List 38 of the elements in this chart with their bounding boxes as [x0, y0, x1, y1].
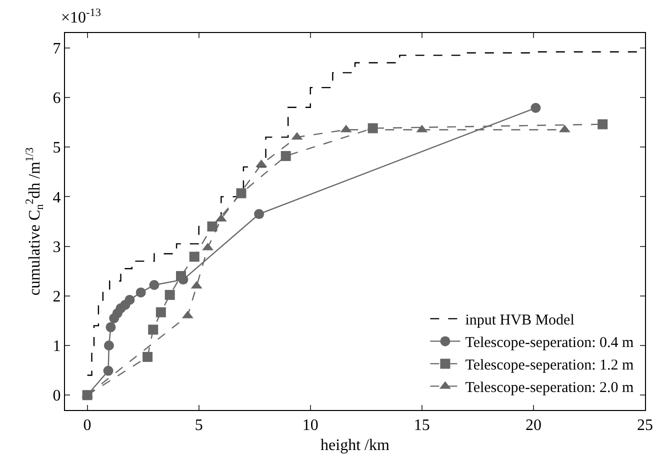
- point: [136, 287, 146, 298]
- point: [104, 340, 114, 351]
- point: [106, 322, 116, 332]
- point: [149, 280, 160, 290]
- y-tick-label: 6: [52, 90, 61, 108]
- y-tick-label: 3: [52, 238, 61, 256]
- point: [148, 324, 158, 335]
- point: [189, 252, 200, 262]
- x-axis-title: height /km: [320, 436, 390, 454]
- point: [207, 221, 218, 232]
- y-tick-label: 0: [52, 388, 61, 405]
- x-tick-label: 20: [525, 417, 542, 434]
- x-tick-label: 15: [414, 417, 430, 434]
- point: [142, 352, 153, 362]
- y-tick-label: 4: [52, 189, 61, 206]
- point: [164, 290, 175, 300]
- y-tick-label: 1: [52, 338, 61, 356]
- legend-label: Telescope-seperation: 1.2 m: [465, 358, 634, 374]
- point: [254, 209, 264, 220]
- legend-label: input HVB Model: [465, 312, 574, 329]
- point: [176, 271, 186, 282]
- point: [156, 307, 166, 318]
- x-tick-label: 0: [83, 417, 92, 434]
- point: [124, 294, 135, 305]
- y-tick-label: 7: [52, 40, 61, 58]
- y-tick-label: 5: [52, 140, 61, 157]
- text: ×10$^{-13}$: [61, 7, 102, 27]
- point: [236, 188, 246, 198]
- point: [103, 366, 114, 376]
- point: [530, 102, 541, 113]
- point: [280, 151, 291, 162]
- x-tick-label: 10: [302, 417, 318, 434]
- y-tick-label: 2: [52, 288, 61, 306]
- legend-label: Telescope-seperation: 2.0 m: [465, 380, 634, 396]
- x-tick-label: 25: [637, 417, 653, 434]
- x-tick-label: 5: [194, 417, 203, 434]
- point: [598, 119, 608, 130]
- legend-label: Telescope-seperation: 0.4 m: [465, 335, 634, 352]
